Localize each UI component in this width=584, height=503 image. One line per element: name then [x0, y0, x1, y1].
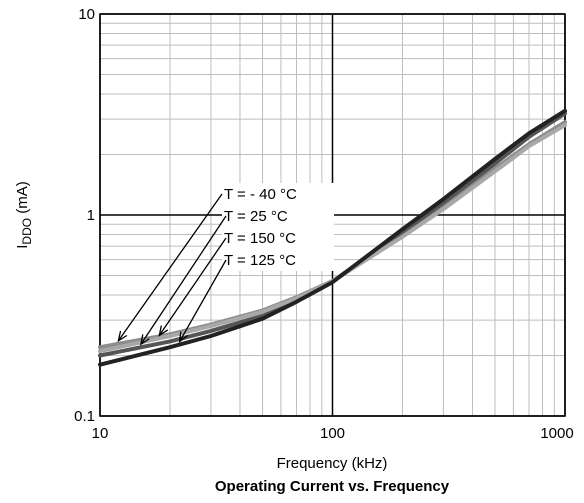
legend-label-150: T = 150 °C [224, 230, 296, 247]
legend-label-25: T = 25 °C [224, 208, 288, 225]
legend-label-minus40: T = - 40 °C [224, 186, 297, 203]
y-tick-label: 1 [87, 207, 95, 224]
y-axis-label: IDDO (mA) [14, 181, 34, 249]
y-axis-label-main: I [14, 245, 31, 249]
series-line-3 [98, 108, 567, 367]
legend-arrow-head-0 [117, 330, 128, 343]
legend-arrow-line-1 [140, 215, 227, 345]
x-tick-labels: 10 100 1000 [92, 425, 574, 442]
y-axis-label-subscript: DDO [20, 218, 34, 245]
legend-arrow-line-3 [179, 259, 227, 342]
chart-title: Operating Current vs. Frequency [215, 478, 450, 495]
plot-frame [99, 13, 566, 417]
legend-background [222, 183, 334, 271]
legend-arrow-head-3 [178, 331, 188, 344]
legend-arrow-line-0 [117, 193, 223, 342]
y-tick-label: 0.1 [74, 408, 95, 425]
legend-arrow-head-2 [158, 325, 169, 337]
legend-arrows [117, 193, 227, 346]
legend-annotations: T = - 40 °C T = 25 °C T = 150 °C T = 125… [117, 183, 334, 346]
x-tick-label: 1000 [540, 425, 573, 442]
series-layer [98, 108, 567, 367]
x-axis-label: Frequency (kHz) [277, 455, 388, 472]
legend-arrow-head-1 [140, 334, 150, 346]
y-tick-label: 10 [78, 6, 95, 23]
y-tick-labels: 0.1 1 10 [74, 6, 95, 425]
y-axis-label-unit: (mA) [14, 181, 31, 218]
legend-label-125: T = 125 °C [224, 252, 296, 269]
x-tick-label: 100 [320, 425, 345, 442]
legend-arrow-line-2 [158, 237, 227, 336]
x-tick-label: 10 [92, 425, 109, 442]
